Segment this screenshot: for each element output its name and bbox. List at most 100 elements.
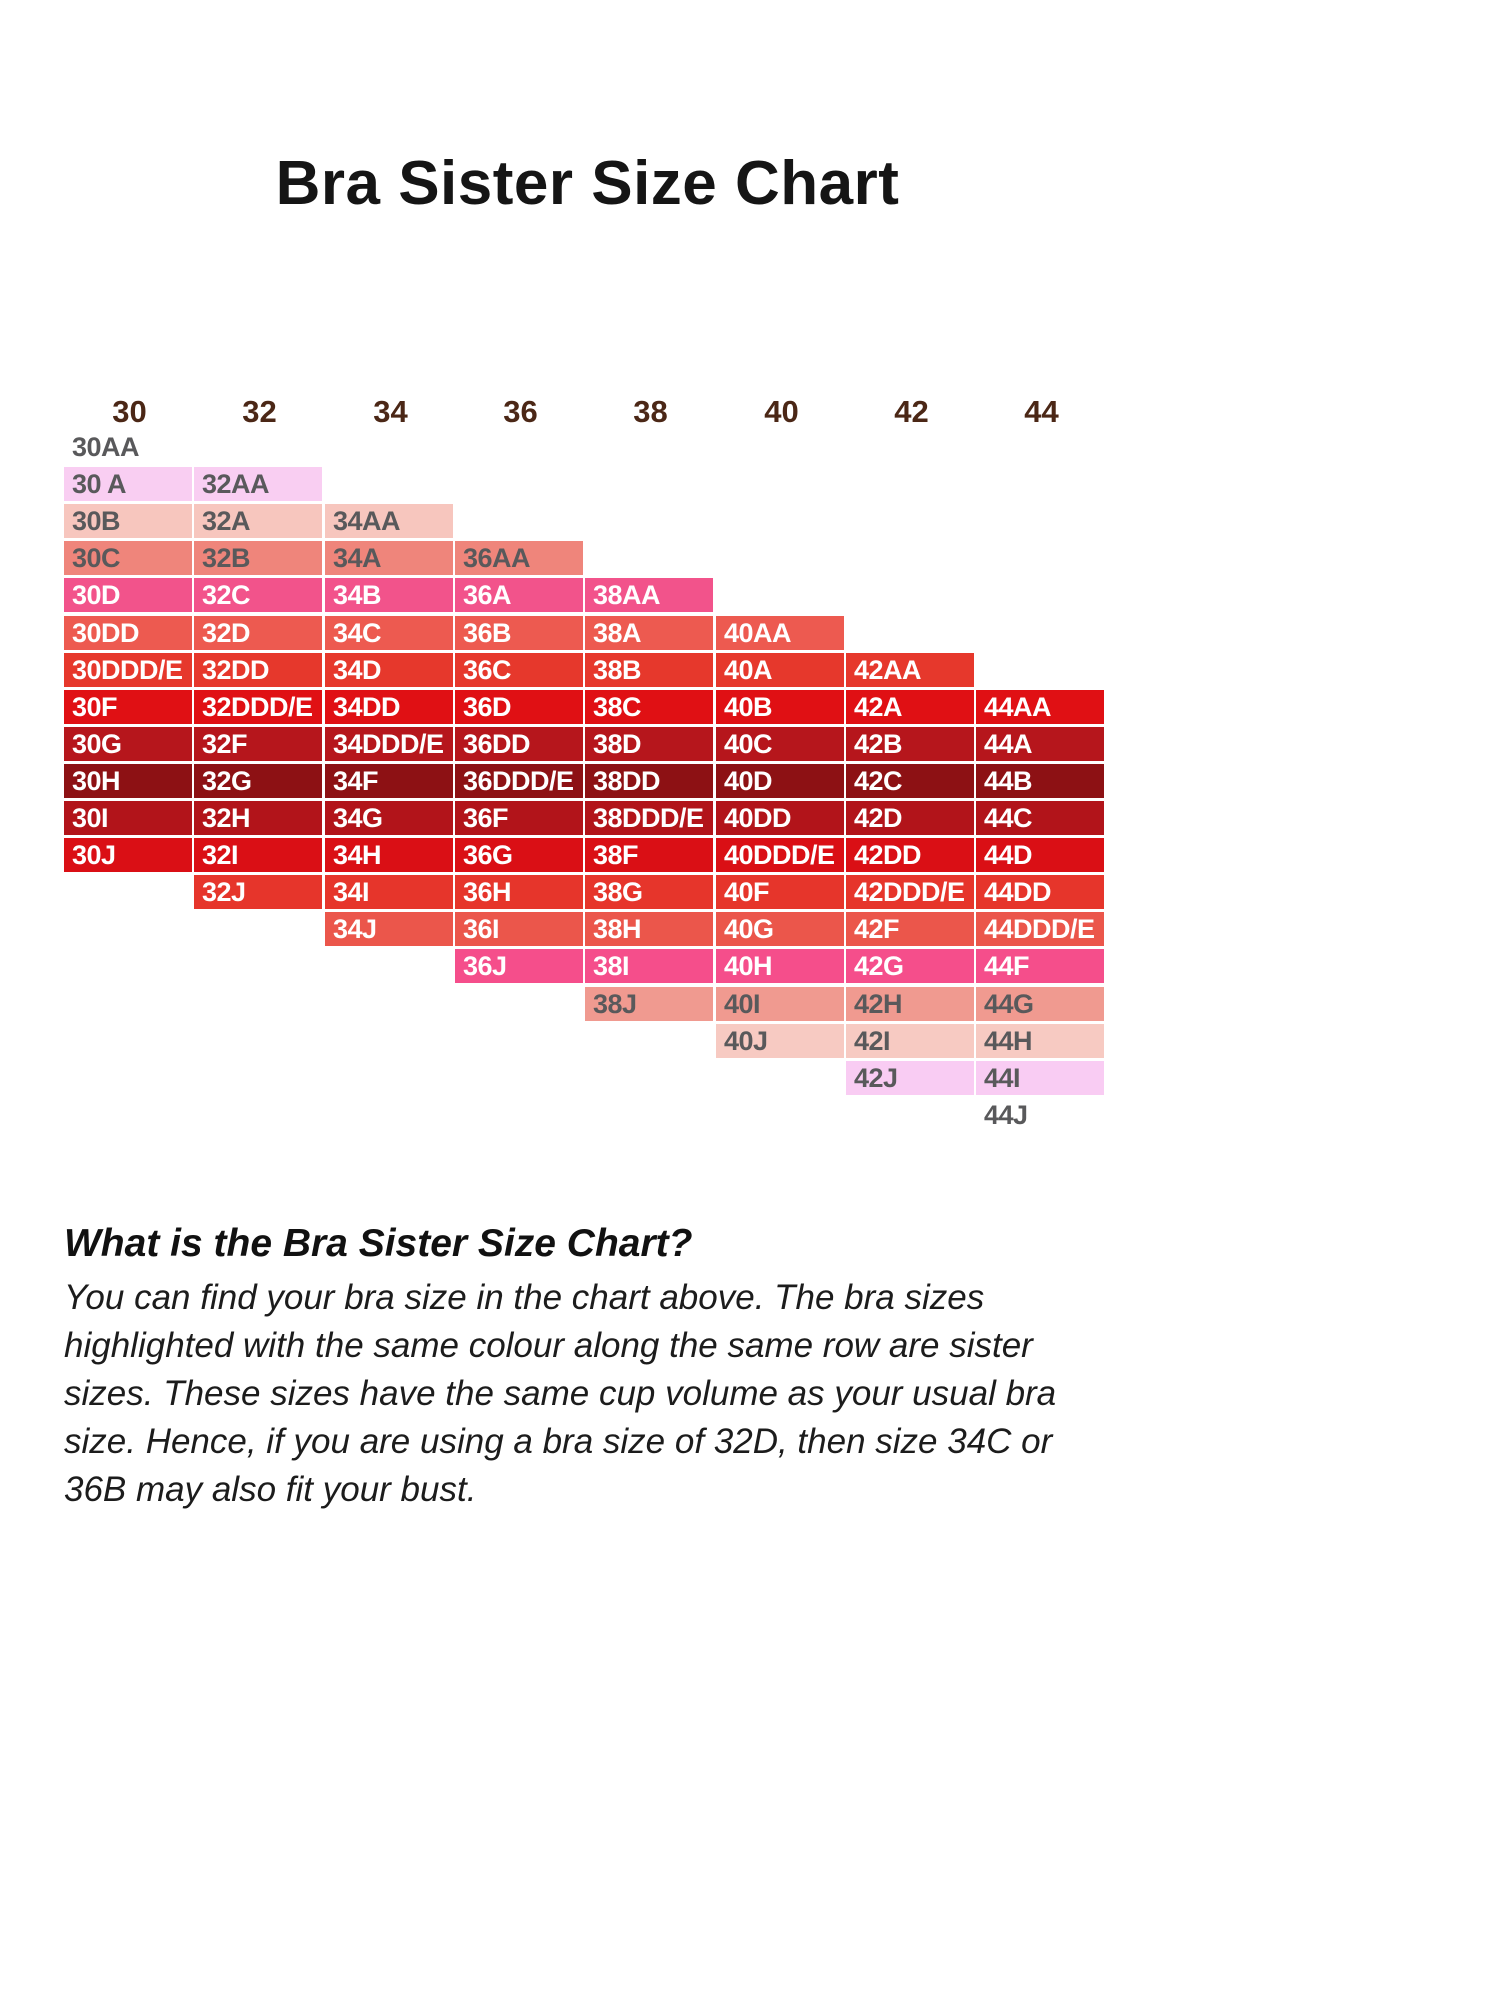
size-cell-36ddde: 36DDD/E [455, 764, 583, 798]
size-cell-38f: 38F [585, 838, 713, 872]
size-cell-36i: 36I [455, 912, 583, 946]
size-cell-42c: 42C [846, 764, 974, 798]
size-cell-44dd: 44DD [976, 875, 1104, 909]
size-cell-42b: 42B [846, 727, 974, 761]
band-header-32: 32 [242, 394, 277, 429]
size-cell-30d: 30D [64, 578, 192, 612]
band-header-36: 36 [503, 394, 538, 429]
size-cell-32g: 32G [194, 764, 322, 798]
size-cell-36j: 36J [455, 949, 583, 983]
size-cell-34g: 34G [325, 801, 453, 835]
size-cell-36g: 36G [455, 838, 583, 872]
size-cell-40h: 40H [716, 949, 844, 983]
size-cell-32ddde: 32DDD/E [194, 690, 322, 724]
size-cell-42h: 42H [846, 987, 974, 1021]
size-cell-32i: 32I [194, 838, 322, 872]
footer-heading: What is the Bra Sister Size Chart? [64, 1222, 693, 1265]
size-cell-44i: 44I [976, 1061, 1104, 1095]
size-cell-42i: 42I [846, 1024, 974, 1058]
size-cell-30g: 30G [64, 727, 192, 761]
size-cell-40a: 40A [716, 653, 844, 687]
size-cell-40ddde: 40DDD/E [716, 838, 844, 872]
size-cell-42d: 42D [846, 801, 974, 835]
size-cell-34a: 34A [325, 541, 453, 575]
size-cell-34f: 34F [325, 764, 453, 798]
size-cell-32aa: 32AA [194, 467, 322, 501]
size-cell-40aa: 40AA [716, 616, 844, 650]
size-cell-44h: 44H [976, 1024, 1104, 1058]
size-cell-34h: 34H [325, 838, 453, 872]
size-cell-30h: 30H [64, 764, 192, 798]
size-cell-32c: 32C [194, 578, 322, 612]
size-cell-30c: 30C [64, 541, 192, 575]
size-cell-42aa: 42AA [846, 653, 974, 687]
size-cell-38a: 38A [585, 616, 713, 650]
size-cell-30b: 30B [64, 504, 192, 538]
size-cell-36c: 36C [455, 653, 583, 687]
band-header-44: 44 [1024, 394, 1059, 429]
band-header-42: 42 [894, 394, 929, 429]
size-cell-40i: 40I [716, 987, 844, 1021]
size-cell-44g: 44G [976, 987, 1104, 1021]
size-cell-32f: 32F [194, 727, 322, 761]
size-cell-32j: 32J [194, 875, 322, 909]
size-cell-38dd: 38DD [585, 764, 713, 798]
size-cell-32dd: 32DD [194, 653, 322, 687]
page-title: Bra Sister Size Chart [275, 149, 900, 218]
size-cell-38aa: 38AA [585, 578, 713, 612]
size-cell-36dd: 36DD [455, 727, 583, 761]
size-cell-36f: 36F [455, 801, 583, 835]
band-header-30: 30 [112, 394, 147, 429]
sister-size-grid: 30AA 30 A 32AA 30B 32A 34AA 30C 32B 34A 36AA 30D 32… [64, 432, 1104, 1130]
size-cell-34c: 34C [325, 616, 453, 650]
size-cell-44aa: 44AA [976, 690, 1104, 724]
size-cell-40g: 40G [716, 912, 844, 946]
size-cell-34b: 34B [325, 578, 453, 612]
size-cell-38c: 38C [585, 690, 713, 724]
size-cell-30dd: 30DD [64, 616, 192, 650]
size-cell-38ddde: 38DDD/E [585, 801, 713, 835]
size-cell-36d: 36D [455, 690, 583, 724]
size-cell-38j: 38J [585, 987, 713, 1021]
size-cell-30i: 30I [64, 801, 192, 835]
size-cell-42f: 42F [846, 912, 974, 946]
size-cell-38b: 38B [585, 653, 713, 687]
size-cell-44d: 44D [976, 838, 1104, 872]
size-cell-34dd: 34DD [325, 690, 453, 724]
size-cell-42a: 42A [846, 690, 974, 724]
size-cell-44c: 44C [976, 801, 1104, 835]
size-cell-44j: 44J [984, 1100, 1028, 1130]
size-cell-30aa: 30AA [72, 432, 140, 462]
size-cell-36h: 36H [455, 875, 583, 909]
size-cell-30j: 30J [64, 838, 192, 872]
size-cell-36aa: 36AA [455, 541, 583, 575]
size-cell-34j: 34J [325, 912, 453, 946]
size-cell-30f: 30F [64, 690, 192, 724]
size-cell-42j: 42J [846, 1061, 974, 1095]
size-cell-38g: 38G [585, 875, 713, 909]
size-cell-32b: 32B [194, 541, 322, 575]
size-cell-32d: 32D [194, 616, 322, 650]
size-cell-40dd: 40DD [716, 801, 844, 835]
band-header-34: 34 [373, 394, 408, 429]
size-cell-44f: 44F [976, 949, 1104, 983]
size-cell-32h: 32H [194, 801, 322, 835]
size-cell-40j: 40J [716, 1024, 844, 1058]
size-cell-40b: 40B [716, 690, 844, 724]
size-cell-40d: 40D [716, 764, 844, 798]
size-cell-44b: 44B [976, 764, 1104, 798]
size-cell-34i: 34I [325, 875, 453, 909]
size-cell-42dd: 42DD [846, 838, 974, 872]
size-cell-38i: 38I [585, 949, 713, 983]
size-cell-38h: 38H [585, 912, 713, 946]
size-cell-36b: 36B [455, 616, 583, 650]
footer-body: You can find your bra size in the chart … [64, 1278, 1057, 1509]
size-cell-42g: 42G [846, 949, 974, 983]
size-cell-44a: 44A [976, 727, 1104, 761]
size-cell-30a: 30 A [64, 467, 192, 501]
band-header-row: 30 32 34 36 38 40 42 44 [64, 394, 1109, 429]
band-header-38: 38 [633, 394, 668, 429]
size-cell-44ddde: 44DDD/E [976, 912, 1104, 946]
size-cell-34ddde: 34DDD/E [325, 727, 453, 761]
